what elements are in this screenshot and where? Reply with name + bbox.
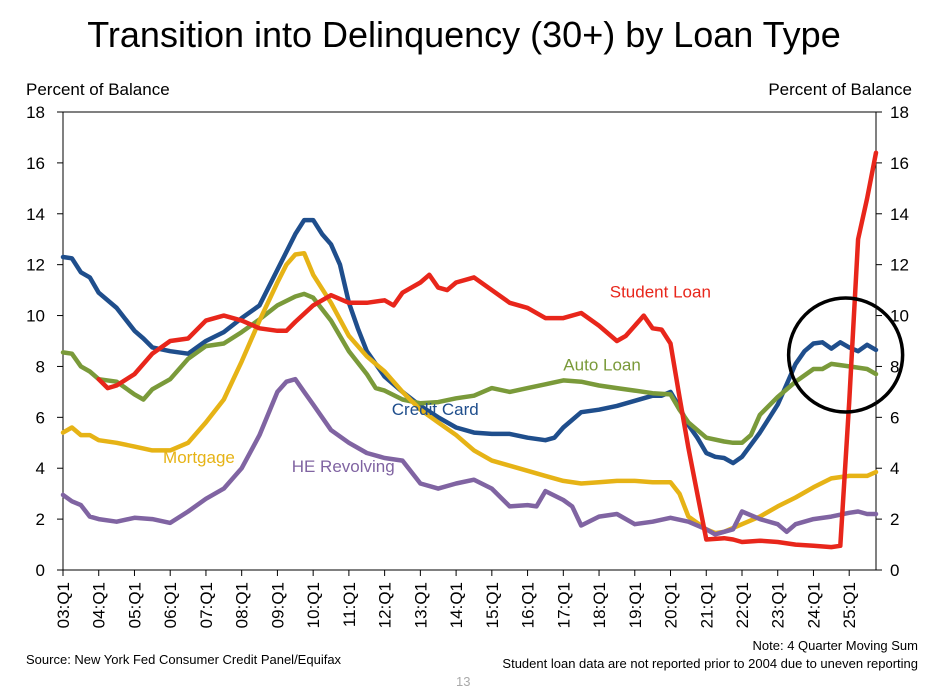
- y-tick-label-left: 4: [36, 459, 45, 478]
- x-tick-label: 05:Q1: [125, 582, 144, 628]
- x-tick-label: 13:Q1: [411, 582, 430, 628]
- series-line-he-revolving: [60, 376, 879, 537]
- series-label-credit-card: Credit Card: [392, 400, 479, 419]
- y-tick-label-left: 14: [26, 205, 45, 224]
- left-axis-title: Percent of Balance: [26, 80, 170, 99]
- x-tick-label: 21:Q1: [697, 582, 716, 628]
- x-tick-label: 24:Q1: [804, 582, 823, 628]
- x-tick-label: 23:Q1: [769, 582, 788, 628]
- y-tick-label-right: 14: [890, 205, 909, 224]
- x-tick-label: 03:Q1: [54, 582, 73, 628]
- y-tick-label-left: 8: [36, 357, 45, 376]
- x-tick-label: 14:Q1: [447, 582, 466, 628]
- y-tick-label-left: 10: [26, 307, 45, 326]
- y-tick-label-right: 18: [890, 103, 909, 122]
- x-tick-label: 18:Q1: [590, 582, 609, 628]
- x-tick-label: 16:Q1: [519, 582, 538, 628]
- series-line-credit-card: [60, 217, 879, 466]
- x-tick-label: 25:Q1: [840, 582, 859, 628]
- y-tick-label-right: 6: [890, 408, 899, 427]
- x-tick-label: 09:Q1: [268, 582, 287, 628]
- x-tick-label: 19:Q1: [626, 582, 645, 628]
- x-tick-label: 22:Q1: [733, 582, 752, 628]
- highlight-circle: [786, 296, 905, 414]
- x-tick-label: 10:Q1: [304, 582, 323, 628]
- series-line-auto-loan: [60, 291, 879, 446]
- x-tick-label: 04:Q1: [90, 582, 109, 628]
- y-tick-label-right: 0: [890, 561, 899, 580]
- series-labels: Credit Card Auto Loan Mortgage HE Revolving…: [163, 283, 711, 476]
- y-tick-label-right: 12: [890, 256, 909, 275]
- annotation-layer: [786, 296, 905, 414]
- axis-ticks: 0 0 2 2 4 4 6 6 8 8 10 10 12 12 14 14 16 16 18 18 03:Q1 04:Q1…: [26, 103, 909, 628]
- series-label-mortgage: Mortgage: [163, 448, 235, 467]
- series-line-mortgage: [60, 250, 879, 536]
- x-tick-label: 20:Q1: [662, 582, 681, 628]
- plot-area: [62, 111, 877, 571]
- y-tick-label-left: 2: [36, 510, 45, 529]
- series-line-student-loan: [96, 150, 879, 550]
- series-lines: [60, 150, 879, 550]
- x-tick-label: 08:Q1: [233, 582, 252, 628]
- chart-title: Transition into Delinquency (30+) by Loa…: [87, 14, 841, 55]
- x-tick-label: 11:Q1: [340, 582, 359, 627]
- y-tick-label-right: 10: [890, 307, 909, 326]
- y-tick-label-left: 12: [26, 256, 45, 275]
- x-tick-label: 12:Q1: [376, 582, 395, 628]
- right-axis-title: Percent of Balance: [768, 80, 912, 99]
- page-number: 13: [456, 674, 471, 689]
- x-tick-label: 17:Q1: [554, 582, 573, 628]
- series-label-he-revolving: HE Revolving: [292, 457, 395, 476]
- x-tick-label: 07:Q1: [197, 582, 216, 628]
- x-tick-label: 15:Q1: [483, 582, 502, 628]
- y-tick-label-left: 0: [36, 561, 45, 580]
- y-tick-label-right: 4: [890, 459, 899, 478]
- student-loan-note: Student loan data are not reported prior…: [502, 656, 918, 671]
- y-tick-label-left: 16: [26, 154, 45, 173]
- moving-sum-note: Note: 4 Quarter Moving Sum: [752, 638, 918, 653]
- source-note: Source: New York Fed Consumer Credit Pan…: [26, 652, 342, 667]
- y-tick-label-right: 2: [890, 510, 899, 529]
- y-tick-label-left: 18: [26, 103, 45, 122]
- y-tick-label-right: 16: [890, 154, 909, 173]
- y-tick-label-right: 8: [890, 357, 899, 376]
- series-label-auto-loan: Auto Loan: [563, 355, 641, 374]
- x-tick-label: 06:Q1: [161, 582, 180, 628]
- series-label-student-loan: Student Loan: [610, 283, 711, 302]
- y-tick-label-left: 6: [36, 408, 45, 427]
